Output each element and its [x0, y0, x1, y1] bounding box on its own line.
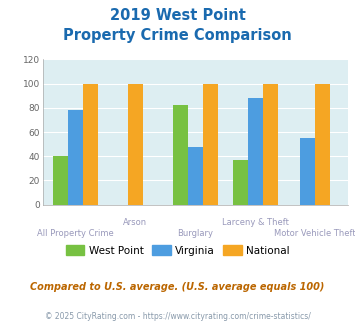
Bar [248, 98, 263, 205]
Bar [188, 147, 203, 205]
Text: Motor Vehicle Theft: Motor Vehicle Theft [274, 229, 355, 238]
Bar [203, 83, 218, 205]
Text: Arson: Arson [123, 218, 147, 227]
Text: Property Crime Comparison: Property Crime Comparison [63, 28, 292, 43]
Text: © 2025 CityRating.com - https://www.cityrating.com/crime-statistics/: © 2025 CityRating.com - https://www.city… [45, 312, 310, 321]
Legend: West Point, Virginia, National: West Point, Virginia, National [61, 241, 294, 260]
Text: All Property Crime: All Property Crime [37, 229, 114, 238]
Bar [263, 83, 278, 205]
Bar [68, 110, 83, 205]
Bar [128, 83, 143, 205]
Bar [315, 83, 330, 205]
Bar [300, 138, 315, 205]
Text: Burglary: Burglary [177, 229, 213, 238]
Bar [233, 160, 248, 205]
Bar [53, 156, 68, 205]
Bar [83, 83, 98, 205]
Text: 2019 West Point: 2019 West Point [110, 8, 245, 23]
Text: Compared to U.S. average. (U.S. average equals 100): Compared to U.S. average. (U.S. average … [30, 282, 325, 292]
Bar [173, 105, 188, 205]
Text: Larceny & Theft: Larceny & Theft [222, 218, 289, 227]
